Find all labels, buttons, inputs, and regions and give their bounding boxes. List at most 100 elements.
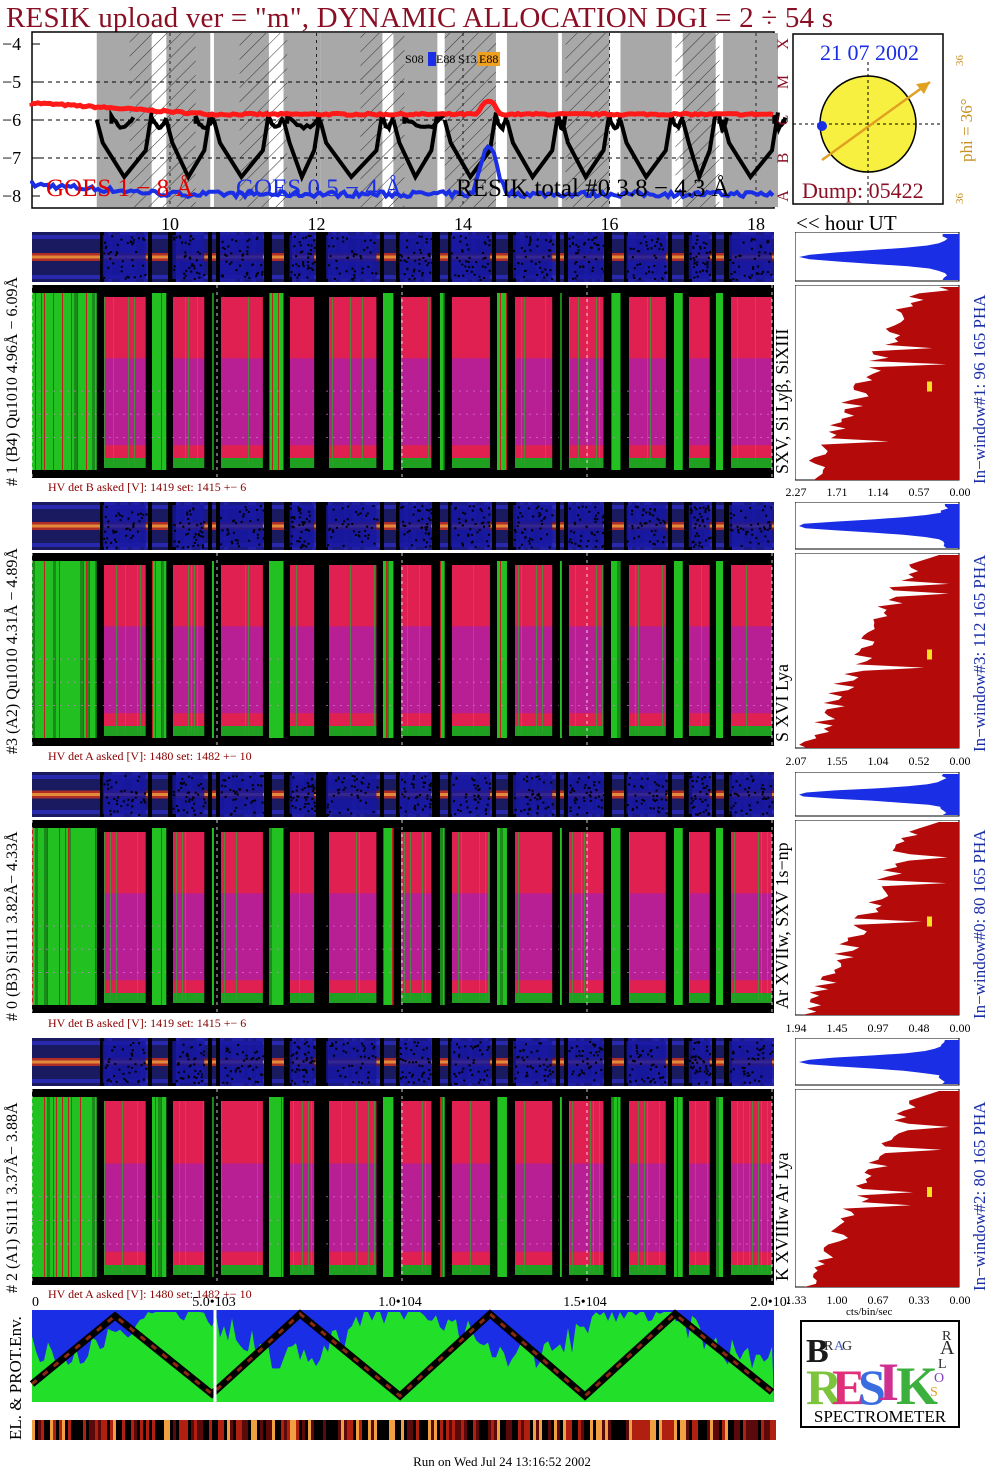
pha-tick-1-3: 0.52 <box>909 754 930 768</box>
phi-tick-bottom: 36 <box>954 193 966 205</box>
pha-axis-3: 1.33 1.00 0.67 0.33 0.00 <box>786 1293 971 1307</box>
time-tick-16: 16 <box>601 214 619 234</box>
panel-lines-2: Ar XVIIw, SXV 1s−np <box>772 842 792 1009</box>
logo-letter-s2: S <box>930 1385 938 1400</box>
sat-label-e88-a: E88 <box>436 52 455 66</box>
pha-axis-2: 1.94 1.45 0.97 0.48 0.00 <box>786 1021 971 1035</box>
spectrum-band-3 <box>32 1038 774 1086</box>
goes-class-C: C <box>775 115 790 126</box>
time-tick-12: 12 <box>308 214 326 234</box>
pha-band-2 <box>795 772 960 817</box>
sat-label-e88-b: E88 <box>479 52 498 66</box>
goes-class-X: X <box>775 38 790 50</box>
environment-chart: 0 5.0•103 1.0•104 1.5•104 2.0•104 <box>29 1295 790 1440</box>
logo-letter-a: A <box>834 1339 845 1354</box>
logo-letter-g: G <box>842 1339 852 1354</box>
pha-band-3 <box>795 1038 960 1086</box>
pha-tick-2-4: 0.00 <box>950 1021 971 1035</box>
goes-class-A: A <box>775 190 790 202</box>
phi-label: phi = 36° <box>957 98 976 162</box>
sat-label-s08: S08 <box>405 52 424 66</box>
spectrum-band-0 <box>32 232 774 282</box>
pha-axis-0: 2.27 1.71 1.14 0.57 0.00 <box>786 485 971 499</box>
panel-lines-3: K XVIIIw Ar Lya <box>772 1152 792 1281</box>
logo-letter-e: E <box>832 1359 865 1415</box>
spectrogram-3 <box>32 1089 774 1285</box>
logo-letter-r3: R <box>942 1329 952 1344</box>
legend-goes-short: GOES 0.5 − 4 Å <box>236 175 402 202</box>
logo-letter-i: I <box>878 1352 899 1412</box>
pha-axis-1: 2.07 1.55 1.04 0.52 0.00 <box>786 754 971 768</box>
env-label: EL. & PROT.Env. <box>6 1316 25 1440</box>
hv-status-3: HV det A asked [V]: 1480 set: 1482 +− 10 <box>48 1287 252 1301</box>
pha-tick-2-2: 0.97 <box>868 1021 889 1035</box>
bragg-resik-logo: B R A G R E S I K S O L A R SPECTROMETER <box>800 1320 960 1428</box>
page-title: RESIK upload ver = "m", DYNAMIC ALLOCATI… <box>6 2 834 34</box>
env-tick-0: 0 <box>32 1295 39 1310</box>
legend-goes-long: GOES 1 − 8 Å <box>46 175 193 202</box>
time-axis-unit: << hour UT <box>796 211 897 235</box>
spectrum-band-1 <box>32 502 774 550</box>
panel-label-0: # 1 (B4) Qu1010 4.96Å − 6.09Å <box>4 276 21 486</box>
pha-tick-0-0: 2.27 <box>786 485 807 499</box>
sun-left-tick: 36 <box>791 209 793 210</box>
env-tick-4: 2.0•104 <box>750 1295 790 1310</box>
pha-band-1 <box>795 502 960 550</box>
lc-ytick-0: −4 <box>2 34 21 54</box>
pha-tick-1-0: 2.07 <box>786 754 807 768</box>
pha-tick-3-3: 0.33 <box>909 1293 930 1307</box>
resik-total-series <box>94 108 788 184</box>
dump-number: Dump: 05422 <box>802 178 924 203</box>
pha-tick-0-4: 0.00 <box>950 485 971 499</box>
pha-unit: cts/bin/sec <box>846 1306 893 1318</box>
spectrogram-2 <box>32 820 774 1013</box>
sun-date: 21 07 2002 <box>820 40 919 65</box>
logo-letter-a2: A <box>940 1337 955 1359</box>
spectrogram-1 <box>32 553 774 746</box>
lc-ytick-2: −6 <box>2 110 21 130</box>
pha-tick-1-1: 1.55 <box>827 754 848 768</box>
hv-status-1: HV det A asked [V]: 1480 set: 1482 +− 10 <box>48 749 252 763</box>
legend-resik-total: RESIK total #0 3.8 − 4.3 Å <box>456 175 730 202</box>
env-tick-2: 1.0•104 <box>378 1295 421 1310</box>
hv-status-0: HV det B asked [V]: 1419 set: 1415 +− 6 <box>48 480 247 494</box>
pha-tick-2-3: 0.48 <box>909 1021 930 1035</box>
pha-histogram-2 <box>795 820 960 1016</box>
goes-class-M: M <box>775 75 790 89</box>
panel-lines-1: S XVI Lya <box>772 664 792 742</box>
run-timestamp: Run on Wed Jul 24 13:16:52 2002 <box>413 1454 591 1469</box>
logo-caption: SPECTROMETER <box>814 1407 947 1426</box>
pha-label-0: In−window#1: 96 165 PHA <box>970 294 989 484</box>
logo-letter-k: K <box>896 1356 938 1416</box>
lc-ytick-4: −8 <box>2 186 21 206</box>
logo-letter-b: B <box>806 1333 829 1370</box>
panel-label-3: # 2 (A1) Si111 3.37Å− 3.88Å <box>4 1102 21 1294</box>
time-tick-18: 18 <box>747 214 765 234</box>
pha-tick-0-1: 1.71 <box>827 485 848 499</box>
pha-tick-3-4: 0.00 <box>950 1293 971 1307</box>
phi-tick-top: 36 <box>954 55 966 67</box>
lc-ytick-1: −5 <box>2 72 21 92</box>
env-electron-fill <box>32 1312 774 1402</box>
logo-letter-o: O <box>934 1371 944 1386</box>
logo-letter-r2: R <box>806 1359 843 1415</box>
spectrogram-0 <box>32 285 774 478</box>
pointing-dot <box>817 121 827 131</box>
pha-histogram-0 <box>795 285 960 481</box>
pha-tick-3-0: 1.33 <box>786 1293 807 1307</box>
pha-label-1: In−window#3: 112 165 PHA <box>970 554 989 752</box>
goes-short-series <box>30 143 775 201</box>
goes-long-series <box>29 98 774 118</box>
pha-band-0 <box>795 232 960 282</box>
phi-arrow <box>821 80 931 162</box>
logo-letter-l: L <box>938 1357 947 1372</box>
time-axis: 10 12 14 16 18 << hour UT <box>161 211 897 235</box>
sun-disk-panel: 21 07 2002 Dump: 05422 36 phi = 36° 36 3… <box>791 33 976 210</box>
pha-label-2: In−window#0: 80 165 PHA <box>970 829 989 1019</box>
pha-tick-3-2: 0.67 <box>868 1293 889 1307</box>
hv-status-2: HV det B asked [V]: 1419 set: 1415 +− 6 <box>48 1016 247 1030</box>
env-tick-3: 1.5•104 <box>563 1295 606 1310</box>
pha-tick-0-3: 0.57 <box>909 485 930 499</box>
logo-letter-r: R <box>824 1339 834 1354</box>
pha-tick-2-1: 1.45 <box>827 1021 848 1035</box>
